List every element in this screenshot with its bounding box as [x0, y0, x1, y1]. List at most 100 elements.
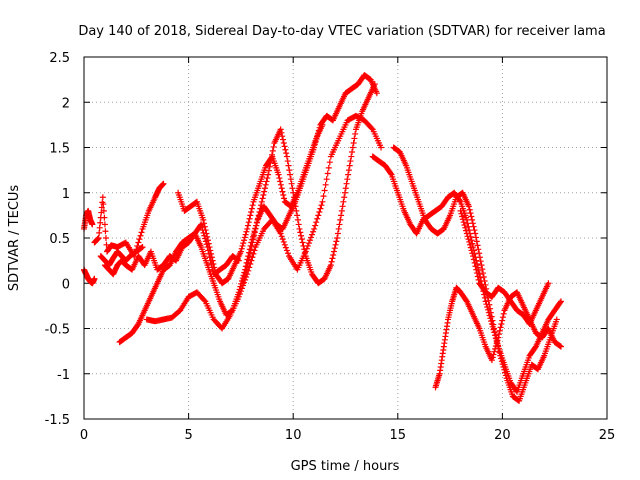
- data-point: [463, 227, 470, 234]
- data-point: [247, 212, 254, 219]
- data-point: [481, 277, 488, 284]
- data-point: [99, 194, 106, 201]
- y-tick-label: 0.5: [49, 232, 70, 247]
- x-tick-label: 20: [494, 428, 511, 443]
- data-point: [319, 121, 326, 128]
- data-point: [98, 204, 105, 211]
- data-point: [317, 205, 324, 212]
- data-point: [318, 202, 325, 209]
- data-point: [281, 241, 288, 248]
- data-point: [259, 195, 266, 202]
- data-point: [468, 213, 475, 220]
- data-point: [101, 214, 108, 221]
- data-point: [89, 221, 96, 228]
- data-point: [264, 175, 271, 182]
- data-point: [258, 202, 265, 209]
- data-point: [294, 212, 301, 219]
- data-point: [262, 181, 269, 188]
- data-point: [242, 270, 249, 277]
- series-sat-k: [390, 144, 560, 404]
- data-point: [465, 203, 472, 210]
- data-point: [466, 206, 473, 213]
- data-point: [481, 294, 488, 301]
- data-points: [81, 72, 564, 404]
- data-point: [464, 220, 471, 227]
- data-point: [557, 298, 564, 305]
- data-point: [297, 229, 304, 236]
- data-point: [488, 357, 495, 364]
- data-point: [468, 247, 475, 254]
- data-point: [319, 198, 326, 205]
- data-point: [245, 256, 252, 263]
- data-point: [323, 176, 330, 183]
- data-point: [348, 153, 355, 160]
- data-point: [294, 216, 301, 223]
- data-point: [472, 263, 479, 270]
- data-point: [136, 236, 143, 243]
- data-point: [466, 241, 473, 248]
- data-point: [241, 273, 248, 280]
- data-point: [301, 246, 308, 253]
- data-point: [476, 250, 483, 257]
- data-point: [373, 90, 380, 97]
- data-point: [341, 189, 348, 196]
- data-point: [456, 197, 463, 204]
- data-point: [498, 358, 505, 365]
- data-point: [343, 180, 350, 187]
- data-point: [247, 249, 254, 256]
- data-point: [320, 193, 327, 200]
- data-point: [284, 158, 291, 165]
- data-point: [254, 219, 261, 226]
- data-point: [208, 250, 215, 257]
- data-point: [332, 241, 339, 248]
- data-point: [471, 259, 478, 266]
- data-point: [340, 198, 347, 205]
- data-point: [135, 239, 142, 246]
- data-point: [283, 153, 290, 160]
- data-point: [205, 240, 212, 247]
- data-point: [299, 239, 306, 246]
- data-point: [254, 215, 261, 222]
- data-point: [463, 230, 470, 237]
- data-point: [345, 167, 352, 174]
- data-point: [281, 143, 288, 150]
- data-point: [331, 245, 338, 252]
- data-point: [284, 250, 291, 257]
- data-point: [138, 229, 145, 236]
- data-point: [257, 205, 264, 212]
- data-point: [326, 159, 333, 166]
- data-point: [469, 250, 476, 257]
- data-point: [269, 147, 276, 154]
- data-point: [282, 146, 289, 153]
- data-point: [346, 162, 353, 169]
- data-point: [243, 228, 250, 235]
- data-point: [469, 220, 476, 227]
- data-point: [260, 192, 267, 199]
- data-point: [249, 239, 256, 246]
- data-point: [266, 163, 273, 170]
- data-point: [202, 227, 209, 234]
- data-point: [371, 81, 378, 88]
- series-sat-i: [239, 81, 378, 287]
- data-point: [288, 180, 295, 187]
- y-tick-label: 2: [62, 96, 70, 111]
- data-point: [279, 188, 286, 195]
- data-point: [341, 194, 348, 201]
- data-point: [206, 244, 213, 251]
- data-point: [312, 222, 319, 229]
- data-point: [258, 198, 265, 205]
- data-point: [235, 293, 242, 300]
- data-point: [238, 245, 245, 252]
- data-point: [465, 223, 472, 230]
- data-point: [97, 219, 104, 226]
- data-point: [243, 266, 250, 273]
- data-point: [298, 232, 305, 239]
- data-point: [497, 352, 504, 359]
- data-point: [470, 256, 477, 263]
- data-point: [498, 355, 505, 362]
- data-point: [473, 238, 480, 245]
- data-point: [491, 348, 498, 355]
- data-point: [279, 133, 286, 140]
- data-point: [239, 242, 246, 249]
- data-point: [350, 139, 357, 146]
